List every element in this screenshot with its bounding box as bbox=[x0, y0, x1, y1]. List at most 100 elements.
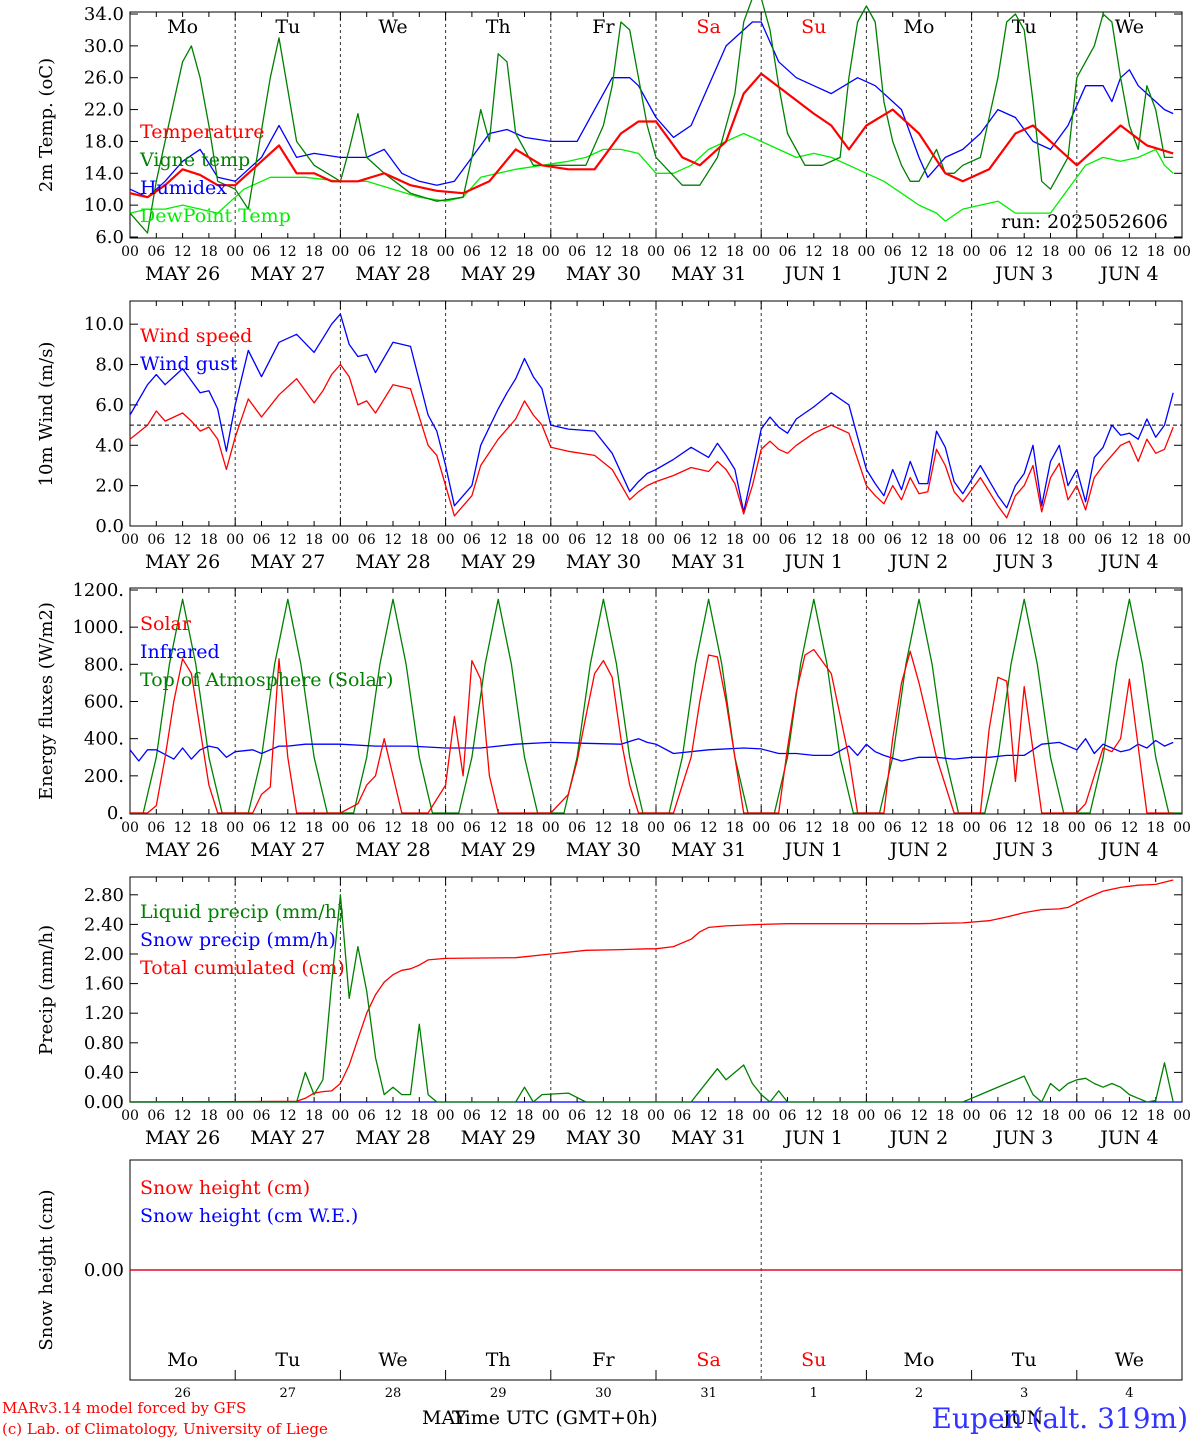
weekday-label: Th bbox=[486, 1349, 511, 1371]
hour-tick-label: 06 bbox=[358, 1108, 376, 1124]
day-label: JUN 1 bbox=[783, 263, 843, 285]
day-label: JUN 2 bbox=[888, 263, 948, 285]
day-label: MAY 27 bbox=[250, 839, 325, 861]
y-tick-label: 2.40 bbox=[84, 914, 124, 935]
day-label: JUN 2 bbox=[888, 839, 948, 861]
weekday-label: Su bbox=[801, 1349, 826, 1371]
run-label: run: 2025052606 bbox=[1001, 211, 1168, 233]
weekday-label: We bbox=[378, 1349, 407, 1371]
day-label: JUN 1 bbox=[783, 1127, 843, 1149]
hour-tick-label: 18 bbox=[726, 532, 744, 548]
hour-tick-label: 06 bbox=[884, 532, 902, 548]
y-tick-label: 30.0 bbox=[84, 36, 124, 57]
hour-tick-label: 18 bbox=[621, 1108, 639, 1124]
y-tick-label: 14.0 bbox=[84, 163, 124, 184]
hour-tick-label: 06 bbox=[673, 244, 691, 260]
hour-tick-label: 00 bbox=[331, 532, 349, 548]
day-label: MAY 30 bbox=[566, 839, 641, 861]
hour-tick-label: 18 bbox=[516, 820, 534, 836]
day-label: JUN 3 bbox=[993, 263, 1053, 285]
weekday-label: Tu bbox=[275, 16, 300, 38]
hour-tick-label: 00 bbox=[1173, 1108, 1191, 1124]
day-label: MAY 29 bbox=[461, 839, 536, 861]
y-axis-label: Snow height (cm) bbox=[36, 1189, 57, 1350]
hour-tick-label: 00 bbox=[542, 244, 560, 260]
hour-tick-label: 06 bbox=[147, 1108, 165, 1124]
hour-tick-label: 00 bbox=[226, 1108, 244, 1124]
hour-tick-label: 12 bbox=[279, 244, 297, 260]
weekday-label: Su bbox=[801, 16, 826, 38]
hour-tick-label: 06 bbox=[989, 1108, 1007, 1124]
hour-tick-label: 18 bbox=[831, 244, 849, 260]
y-axis-label: 10m Wind (m/s) bbox=[36, 342, 57, 487]
y-tick-label: 2.0 bbox=[95, 476, 124, 497]
weekday-label: Mo bbox=[167, 16, 198, 38]
hour-tick-label: 12 bbox=[1120, 1108, 1138, 1124]
hour-tick-label: 06 bbox=[1094, 532, 1112, 548]
hour-tick-label: 12 bbox=[489, 1108, 507, 1124]
y-tick-label: 6.0 bbox=[95, 227, 124, 248]
hour-tick-label: 00 bbox=[437, 532, 455, 548]
hour-tick-label: 18 bbox=[831, 532, 849, 548]
day-label: MAY 29 bbox=[461, 551, 536, 573]
hour-tick-label: 06 bbox=[253, 820, 271, 836]
day-label: MAY 28 bbox=[355, 1127, 430, 1149]
hour-tick-label: 06 bbox=[1094, 820, 1112, 836]
hour-tick-label: 18 bbox=[516, 244, 534, 260]
hour-tick-label: 06 bbox=[253, 244, 271, 260]
panel-4: 0.00 Snow height (cm) Snow height (cm) Snow… bbox=[36, 1159, 1183, 1401]
y-axis-label: Precip (mm/h) bbox=[36, 925, 57, 1055]
hour-tick-label: 12 bbox=[594, 1108, 612, 1124]
hour-tick-label: 06 bbox=[463, 820, 481, 836]
y-tick-label: 0.40 bbox=[84, 1062, 124, 1083]
y-tick-label: 0.00 bbox=[84, 1260, 124, 1281]
hour-tick-label: 18 bbox=[516, 532, 534, 548]
hour-tick-label: 18 bbox=[1042, 820, 1060, 836]
hour-tick-label: 06 bbox=[568, 532, 586, 548]
hour-tick-label: 18 bbox=[200, 1108, 218, 1124]
footer-month-jun: JUN bbox=[1001, 1407, 1043, 1429]
hour-tick-label: 00 bbox=[226, 244, 244, 260]
day-label: JUN 3 bbox=[993, 1127, 1053, 1149]
day-label: JUN 4 bbox=[1098, 1127, 1158, 1149]
y-axis-label: 2m Temp. (oC) bbox=[36, 58, 57, 192]
panel-0: 00 06 12 18 00 06 12 18 00 06 12 18 00 06 12 18 00 06 12 18… bbox=[36, 0, 1191, 285]
day-label: JUN 3 bbox=[993, 839, 1053, 861]
legend-entry: Infrared bbox=[140, 641, 220, 663]
hour-tick-label: 12 bbox=[174, 1108, 192, 1124]
weekday-label: Mo bbox=[904, 16, 935, 38]
weekday-label: Sa bbox=[696, 1349, 720, 1371]
y-tick-label: 34.0 bbox=[84, 4, 124, 25]
hour-tick-label: 06 bbox=[884, 1108, 902, 1124]
hour-tick-label: 06 bbox=[779, 820, 797, 836]
hour-tick-label: 06 bbox=[989, 532, 1007, 548]
hour-tick-label: 06 bbox=[147, 532, 165, 548]
hour-tick-label: 06 bbox=[568, 1108, 586, 1124]
weekday-label: Fr bbox=[592, 1349, 615, 1371]
hour-tick-label: 00 bbox=[647, 1108, 665, 1124]
hour-tick-label: 06 bbox=[463, 244, 481, 260]
hour-tick-label: 18 bbox=[200, 244, 218, 260]
weekday-label: Tu bbox=[1012, 16, 1037, 38]
hour-tick-label: 06 bbox=[568, 244, 586, 260]
hour-tick-label: 06 bbox=[884, 820, 902, 836]
series-line-temperature bbox=[129, 72, 1174, 199]
series-line-wind-gust bbox=[129, 313, 1174, 513]
hour-tick-label: 12 bbox=[805, 532, 823, 548]
y-tick-label: 1.20 bbox=[84, 1003, 124, 1024]
hour-tick-label: 18 bbox=[621, 244, 639, 260]
hour-tick-label: 12 bbox=[384, 532, 402, 548]
hour-tick-label: 12 bbox=[1120, 244, 1138, 260]
legend-entry: Liquid precip (mm/h) bbox=[140, 901, 344, 923]
y-tick-label: 400. bbox=[84, 729, 124, 750]
y-axis-label: Energy fluxes (W/m2) bbox=[36, 602, 57, 800]
hour-tick-label: 00 bbox=[963, 1108, 981, 1124]
hour-tick-label: 18 bbox=[726, 820, 744, 836]
day-label: JUN 1 bbox=[783, 551, 843, 573]
footer-model: MARv3.14 model forced by GFS bbox=[2, 1399, 246, 1417]
day-number-label: 31 bbox=[700, 1386, 717, 1401]
y-tick-label: 26.0 bbox=[84, 68, 124, 89]
weekday-label: Th bbox=[486, 16, 511, 38]
legend-entry: Top of Atmosphere (Solar) bbox=[140, 669, 393, 691]
hour-tick-label: 12 bbox=[700, 244, 718, 260]
